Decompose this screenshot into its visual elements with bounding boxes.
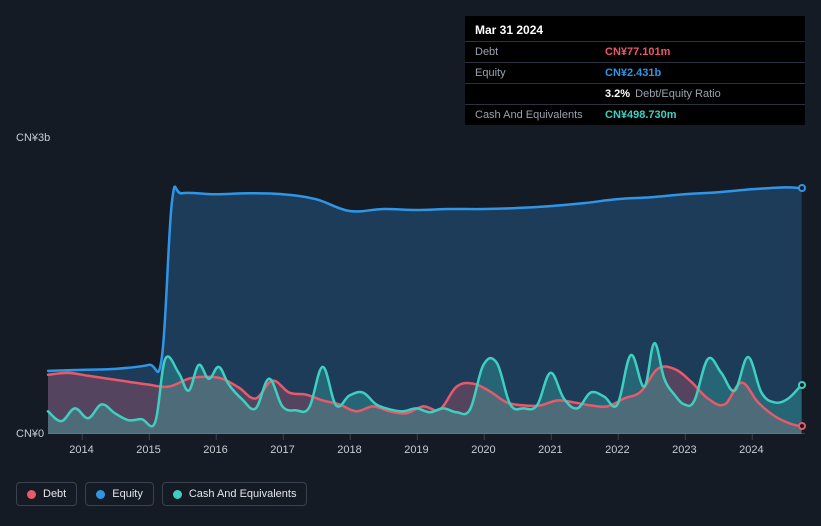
debt-endpoint-dot: [798, 422, 806, 430]
legend-item-debt[interactable]: Debt: [16, 482, 77, 506]
equity-swatch: [96, 490, 105, 499]
info-row: Cash And EquivalentsCN¥498.730m: [465, 104, 805, 125]
legend-item-cash[interactable]: Cash And Equivalents: [162, 482, 308, 506]
x-axis: 2014 2015 2016 2017 2018 2019 2020 2021 2022 2023…: [48, 434, 805, 462]
info-value: 3.2% Debt/Equity Ratio: [605, 88, 721, 100]
cash-endpoint-dot: [798, 381, 806, 389]
legend-item-equity[interactable]: Equity: [85, 482, 154, 506]
x-tick-label: 2018: [337, 444, 361, 456]
chart-area: CN¥3bCN¥0 201420152016201720182019202020…: [16, 124, 805, 484]
plot[interactable]: [48, 138, 805, 434]
info-row: DebtCN¥77.101m: [465, 41, 805, 62]
info-value: CN¥77.101m: [605, 46, 670, 58]
info-row: 3.2% Debt/Equity Ratio: [465, 83, 805, 104]
cash-swatch: [173, 490, 182, 499]
info-row: EquityCN¥2.431b: [465, 62, 805, 83]
x-tick-label: 2022: [605, 444, 629, 456]
debt-swatch: [27, 490, 36, 499]
x-tick-label: 2019: [404, 444, 428, 456]
equity-endpoint-dot: [798, 184, 806, 192]
legend-label: Cash And Equivalents: [189, 488, 297, 500]
x-tick-label: 2016: [203, 444, 227, 456]
info-label: Debt: [475, 46, 605, 58]
y-tick-label: CN¥3b: [16, 132, 50, 144]
info-panel: Mar 31 2024 DebtCN¥77.101mEquityCN¥2.431…: [465, 16, 805, 125]
info-date: Mar 31 2024: [465, 16, 805, 41]
info-value: CN¥498.730m: [605, 109, 677, 121]
x-tick-label: 2015: [136, 444, 160, 456]
x-tick-label: 2023: [672, 444, 696, 456]
info-label: Equity: [475, 67, 605, 79]
x-tick-label: 2020: [471, 444, 495, 456]
legend-label: Debt: [43, 488, 66, 500]
info-suffix: Debt/Equity Ratio: [632, 88, 721, 100]
info-label: Cash And Equivalents: [475, 109, 605, 121]
info-label: [475, 88, 605, 100]
legend: Debt Equity Cash And Equivalents: [16, 482, 307, 506]
x-tick-label: 2017: [270, 444, 294, 456]
x-tick-label: 2024: [739, 444, 763, 456]
y-tick-label: CN¥0: [16, 428, 44, 440]
info-value: CN¥2.431b: [605, 67, 661, 79]
x-tick-label: 2021: [538, 444, 562, 456]
x-tick-label: 2014: [69, 444, 93, 456]
legend-label: Equity: [112, 488, 143, 500]
